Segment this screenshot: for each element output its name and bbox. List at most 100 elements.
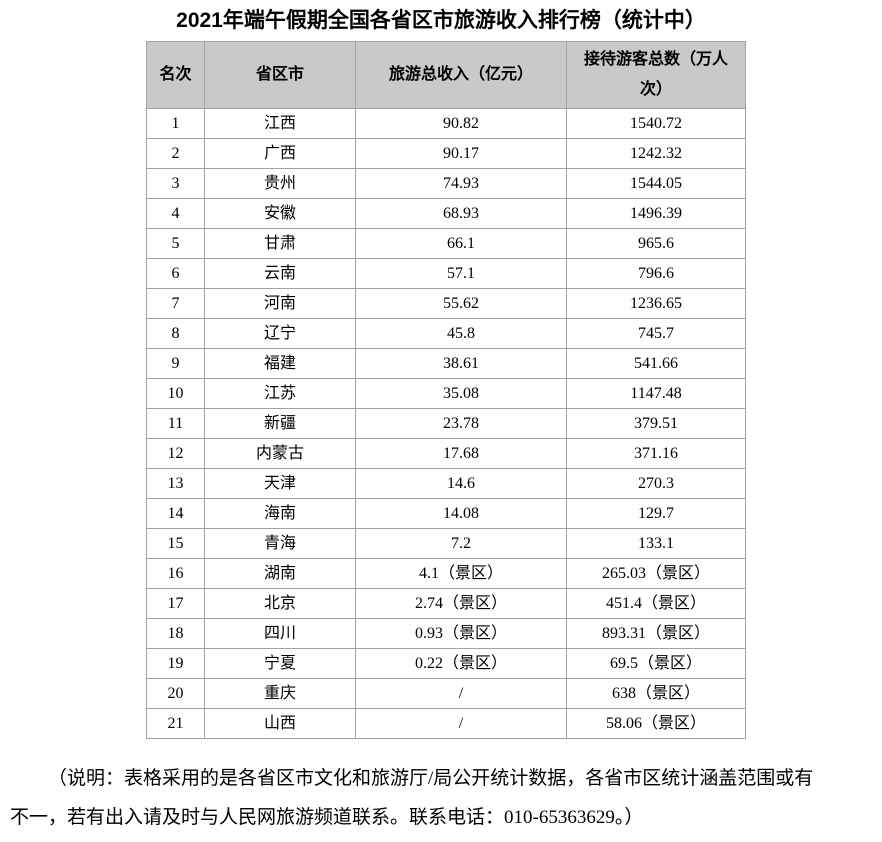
revenue-cell: 66.1 [355, 228, 567, 259]
page-title: 2021年端午假期全国各省区市旅游收入排行榜（统计中） [176, 9, 706, 32]
province-cell: 宁夏 [204, 648, 356, 679]
tourism-ranking-table: 名次 省区市 旅游总收入（亿元） 接待游客总数（万人次） 1 江西 90.82 154… [146, 41, 746, 739]
province-cell: 天津 [204, 468, 356, 499]
table-row: 14 海南 14.08 129.7 [146, 498, 746, 529]
province-cell: 山西 [204, 708, 356, 739]
table-header: 名次 省区市 旅游总收入（亿元） 接待游客总数（万人次） [146, 41, 746, 109]
column-header-visitors: 接待游客总数（万人次） [566, 41, 746, 109]
rank-cell: 11 [146, 408, 205, 439]
rank-cell: 14 [146, 498, 205, 529]
revenue-cell: 90.17 [355, 138, 567, 169]
revenue-cell: 17.68 [355, 438, 567, 469]
visitors-cell: 893.31（景区） [566, 618, 746, 649]
rank-cell: 2 [146, 138, 205, 169]
revenue-cell: 55.62 [355, 288, 567, 319]
table-row: 10 江苏 35.08 1147.48 [146, 378, 746, 409]
visitors-cell: 1147.48 [566, 378, 746, 409]
visitors-cell: 69.5（景区） [566, 648, 746, 679]
table-row: 2 广西 90.17 1242.32 [146, 138, 746, 169]
rank-cell: 15 [146, 528, 205, 559]
revenue-cell: 45.8 [355, 318, 567, 349]
rank-cell: 18 [146, 618, 205, 649]
visitors-cell: 965.6 [566, 228, 746, 259]
table-row: 20 重庆/638（景区） [146, 678, 746, 709]
table-row: 7 河南 55.62 1236.65 [146, 288, 746, 319]
province-cell: 江苏 [204, 378, 356, 409]
visitors-cell: 1540.72 [566, 108, 746, 139]
rank-cell: 21 [146, 708, 205, 739]
revenue-cell: 0.22（景区） [355, 648, 567, 679]
table-row: 13 天津 14.6 270.3 [146, 468, 746, 499]
visitors-cell: 638（景区） [566, 678, 746, 709]
table-row: 5 甘肃 66.1 965.6 [146, 228, 746, 259]
revenue-cell: 7.2 [355, 528, 567, 559]
rank-cell: 7 [146, 288, 205, 319]
province-cell: 广西 [204, 138, 356, 169]
province-cell: 辽宁 [204, 318, 356, 349]
column-header-rank: 名次 [146, 41, 205, 109]
revenue-cell: 14.08 [355, 498, 567, 529]
table-row: 8 辽宁 45.8 745.7 [146, 318, 746, 349]
visitors-cell: 265.03（景区） [566, 558, 746, 589]
visitors-cell: 1242.32 [566, 138, 746, 169]
revenue-cell: 0.93（景区） [355, 618, 567, 649]
table-row: 6 云南 57.1 796.6 [146, 258, 746, 289]
column-header-province: 省区市 [204, 41, 356, 109]
province-cell: 河南 [204, 288, 356, 319]
province-cell: 湖南 [204, 558, 356, 589]
footnote-text: （说明：表格采用的是各省区市文化和旅游厅/局公开统计数据，各省市区统计涵盖范围或… [10, 768, 814, 828]
province-cell: 江西 [204, 108, 356, 139]
visitors-cell: 1544.05 [566, 168, 746, 199]
rank-cell: 3 [146, 168, 205, 199]
table-row: 16 湖南 4.1（景区） 265.03（景区） [146, 558, 746, 589]
revenue-cell: / [355, 708, 567, 739]
revenue-cell: 38.61 [355, 348, 567, 379]
table-row: 11 新疆 23.78 379.51 [146, 408, 746, 439]
revenue-cell: 68.93 [355, 198, 567, 229]
table-row: 18 四川 0.93（景区） 893.31（景区） [146, 618, 746, 649]
province-cell: 云南 [204, 258, 356, 289]
province-cell: 海南 [204, 498, 356, 529]
visitors-cell: 1236.65 [566, 288, 746, 319]
revenue-cell: 35.08 [355, 378, 567, 409]
column-header-revenue: 旅游总收入（亿元） [355, 41, 567, 109]
visitors-cell: 371.16 [566, 438, 746, 469]
table-row: 4 安徽 68.93 1496.39 [146, 198, 746, 229]
visitors-cell: 1496.39 [566, 198, 746, 229]
province-cell: 甘肃 [204, 228, 356, 259]
province-cell: 新疆 [204, 408, 356, 439]
province-cell: 福建 [204, 348, 356, 379]
revenue-cell: 74.93 [355, 168, 567, 199]
table-row: 12 内蒙古 17.68 371.16 [146, 438, 746, 469]
rank-cell: 13 [146, 468, 205, 499]
revenue-cell: 90.82 [355, 108, 567, 139]
province-cell: 青海 [204, 528, 356, 559]
header-row: 名次 省区市 旅游总收入（亿元） 接待游客总数（万人次） [146, 41, 746, 109]
rank-cell: 17 [146, 588, 205, 619]
rank-cell: 12 [146, 438, 205, 469]
visitors-cell: 541.66 [566, 348, 746, 379]
visitors-cell: 796.6 [566, 258, 746, 289]
province-cell: 安徽 [204, 198, 356, 229]
table-row: 19 宁夏 0.22（景区） 69.5（景区） [146, 648, 746, 679]
rank-cell: 9 [146, 348, 205, 379]
province-cell: 四川 [204, 618, 356, 649]
visitors-cell: 745.7 [566, 318, 746, 349]
visitors-cell: 58.06（景区） [566, 708, 746, 739]
rank-cell: 20 [146, 678, 205, 709]
province-cell: 重庆 [204, 678, 356, 709]
visitors-cell: 451.4（景区） [566, 588, 746, 619]
rank-cell: 8 [146, 318, 205, 349]
table-row: 21 山西/58.06（景区） [146, 708, 746, 739]
revenue-cell: 23.78 [355, 408, 567, 439]
revenue-cell: 57.1 [355, 258, 567, 289]
rank-cell: 4 [146, 198, 205, 229]
province-cell: 内蒙古 [204, 438, 356, 469]
table-row: 9 福建 38.61 541.66 [146, 348, 746, 379]
revenue-cell: 4.1（景区） [355, 558, 567, 589]
rank-cell: 5 [146, 228, 205, 259]
visitors-cell: 129.7 [566, 498, 746, 529]
visitors-cell: 379.51 [566, 408, 746, 439]
visitors-cell: 270.3 [566, 468, 746, 499]
table-row: 3 贵州 74.93 1544.05 [146, 168, 746, 199]
